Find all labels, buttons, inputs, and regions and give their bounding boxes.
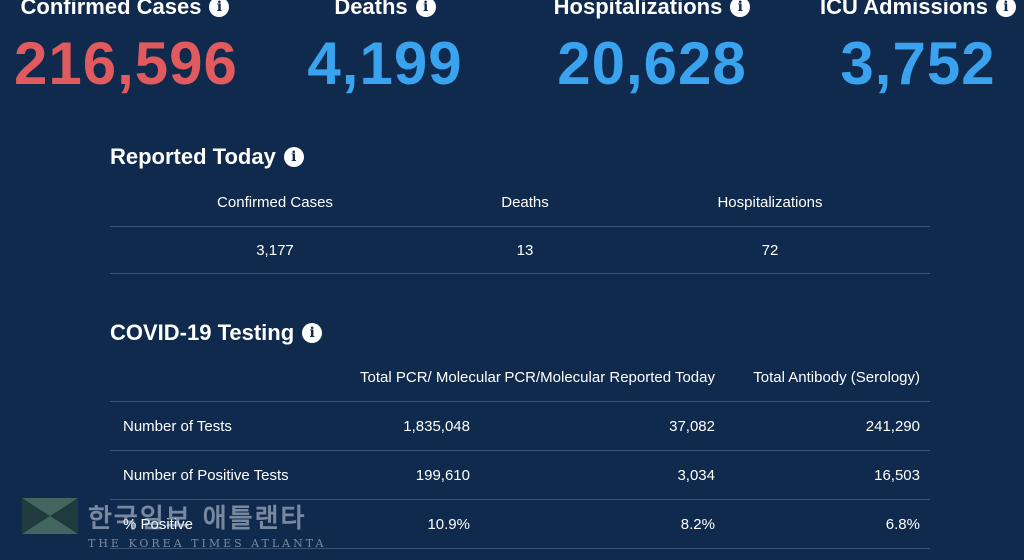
row-label: Number of Tests <box>123 417 232 435</box>
table-row: % Positive 10.9% 8.2% 6.8% <box>110 500 930 549</box>
table-cell: 16,503 <box>874 466 920 484</box>
table-cell: 6.8% <box>885 515 920 533</box>
stat-title: Deaths <box>334 0 408 19</box>
table-cell: 8.2% <box>680 515 715 533</box>
row-label: Number of Positive Tests <box>123 466 289 484</box>
watermark-english-text: THE KOREA TIMES ATLANTA <box>88 537 327 550</box>
column-header: Total PCR/ Molecular <box>360 369 501 386</box>
info-icon[interactable]: i <box>415 0 436 17</box>
column-header: Hospitalizations <box>717 193 823 211</box>
column-header: Confirmed Cases <box>217 193 333 211</box>
column-header: PCR/Molecular Reported Today <box>504 369 715 386</box>
stat-value: 20,628 <box>557 30 747 97</box>
reported-today-heading: Reported Today i <box>110 144 304 170</box>
table-cell: 37,082 <box>669 417 715 435</box>
table-cell: 1,835,048 <box>403 417 470 435</box>
table-cell: 199,610 <box>415 466 470 484</box>
table-cell: 10.9% <box>427 515 470 533</box>
table-cell: 72 <box>761 241 779 259</box>
flag-icon <box>22 498 78 534</box>
info-icon[interactable]: i <box>730 0 751 17</box>
table-header-row: Total PCR/ Molecular PCR/Molecular Repor… <box>110 354 930 402</box>
stat-value: 3,752 <box>840 30 996 97</box>
info-icon[interactable]: i <box>209 0 230 17</box>
stat-confirmed-cases: Confirmed Cases i 216,596 <box>14 0 238 97</box>
info-icon[interactable]: i <box>302 323 323 343</box>
watermark-logo: 한국일보 애틀랜타 THE KOREA TIMES ATLANTA <box>22 498 326 550</box>
table-header-row: Confirmed Cases Deaths Hospitalizations <box>110 178 930 226</box>
stat-title: Hospitalizations <box>553 0 723 19</box>
row-label: % Positive <box>123 515 194 533</box>
column-header: Total Antibody (Serology) <box>753 369 920 386</box>
covid-testing-heading: COVID-19 Testing i <box>110 320 323 346</box>
testing-table: Total PCR/ Molecular PCR/Molecular Repor… <box>110 354 930 549</box>
stat-value: 4,199 <box>307 30 463 97</box>
info-icon[interactable]: i <box>283 147 304 167</box>
info-icon[interactable]: i <box>995 0 1016 17</box>
table-row: Number of Tests 1,835,048 37,082 241,290 <box>110 402 930 451</box>
table-row: Number of Positive Tests 199,610 3,034 1… <box>110 451 930 500</box>
stat-icu-admissions: ICU Admissions i 3,752 <box>818 0 1018 94</box>
reported-today-table: Confirmed Cases Deaths Hospitalizations … <box>110 178 930 274</box>
table-cell: 13 <box>516 241 534 259</box>
table-cell: 3,034 <box>677 466 715 484</box>
stat-title: ICU Admissions <box>820 0 988 19</box>
stat-hospitalizations: Hospitalizations i 20,628 <box>548 0 756 94</box>
stat-value: 216,596 <box>14 30 238 97</box>
table-cell: 3,177 <box>256 241 294 259</box>
section-title: COVID-19 Testing <box>110 320 295 345</box>
stat-deaths: Deaths i 4,199 <box>300 0 470 94</box>
table-cell: 241,290 <box>865 417 920 435</box>
column-header: Deaths <box>501 193 549 211</box>
stat-title: Confirmed Cases <box>20 0 202 19</box>
watermark-korean-text: 한국일보 애틀랜타 <box>88 504 307 534</box>
section-title: Reported Today <box>110 144 276 169</box>
table-row: 3,177 13 72 <box>110 226 930 274</box>
